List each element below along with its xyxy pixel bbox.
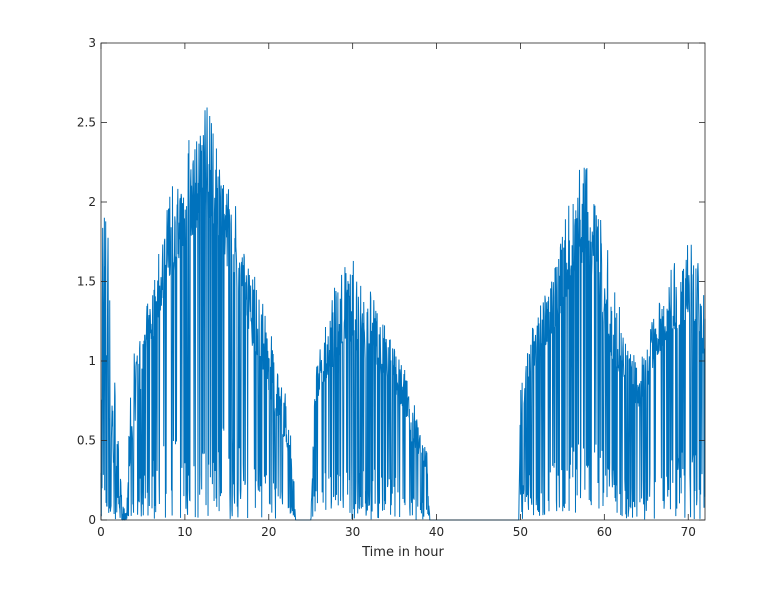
x-tick-label: 70: [681, 525, 696, 539]
y-tick-label: 1.5: [77, 275, 96, 289]
y-tick-label: 1: [88, 354, 96, 368]
x-tick-label: 20: [261, 525, 276, 539]
x-axis: 0 10 20 30 40 50 60 70: [97, 43, 696, 539]
y-tick-label: 3: [88, 36, 96, 50]
x-tick-label: 10: [177, 525, 192, 539]
y-tick-label: 2.5: [77, 116, 96, 130]
x-axis-label: Time in hour: [361, 545, 444, 560]
y-tick-label: 0: [88, 513, 96, 527]
x-tick-label: 40: [429, 525, 444, 539]
y-tick-label: 0.5: [77, 434, 96, 448]
x-tick-label: 60: [597, 525, 612, 539]
x-tick-label: 30: [345, 525, 360, 539]
x-tick-label: 0: [97, 525, 105, 539]
series-line: [100, 107, 706, 521]
y-axis: 0 0.5 1 1.5 2 2.5 3: [77, 36, 705, 527]
x-tick-label: 50: [513, 525, 528, 539]
y-tick-label: 2: [88, 195, 96, 209]
series-layer: [100, 107, 706, 521]
